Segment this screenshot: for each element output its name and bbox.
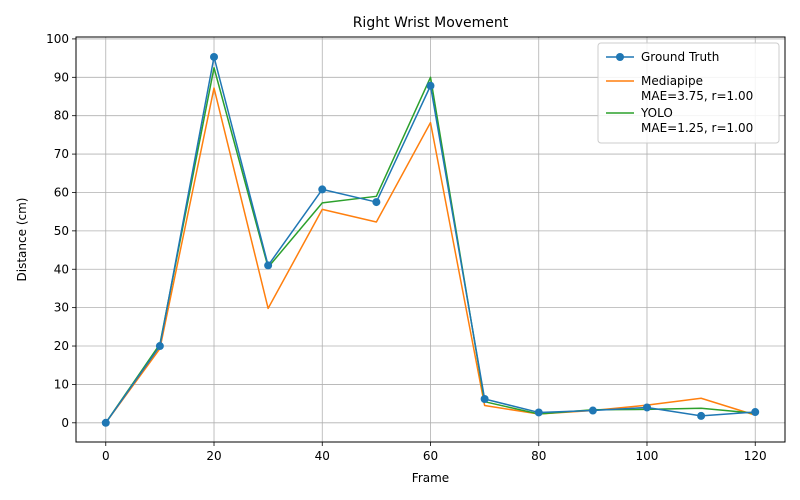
data-point-ground-truth <box>480 395 489 404</box>
y-tick-label: 100 <box>46 32 69 46</box>
y-tick-label: 90 <box>54 70 69 84</box>
x-tick-label: 20 <box>206 449 221 463</box>
x-tick-label: 100 <box>636 449 659 463</box>
y-tick-label: 80 <box>54 109 69 123</box>
x-axis-label: Frame <box>412 471 449 485</box>
legend-label-ground-truth: Ground Truth <box>641 50 719 64</box>
data-point-ground-truth <box>264 261 273 270</box>
plot-frame <box>75 36 786 443</box>
y-axis-label: Distance (cm) <box>15 198 29 282</box>
legend-box <box>597 42 780 144</box>
y-tick-label: 20 <box>54 339 69 353</box>
legend-metrics-yolo: MAE=1.25, r=1.00 <box>641 121 753 135</box>
x-tick-label: 40 <box>315 449 330 463</box>
legend-marker-ground-truth <box>616 53 624 61</box>
data-point-ground-truth <box>534 408 543 417</box>
x-tick-label: 120 <box>744 449 767 463</box>
y-tick-label: 30 <box>54 301 69 315</box>
chart-title: Right Wrist Movement <box>353 15 509 31</box>
data-point-ground-truth <box>210 52 219 61</box>
data-point-ground-truth <box>642 403 651 412</box>
axis-ticks: 0 20 40 60 80 100 120 0 10 20 30 40 50 60 70 80 90 100 <box>46 32 767 463</box>
legend-label-yolo: YOLO <box>640 106 673 120</box>
y-tick-label: 10 <box>54 377 69 391</box>
x-tick-label: 80 <box>531 449 546 463</box>
data-point-ground-truth <box>697 411 706 420</box>
series-ground-truth <box>101 52 760 427</box>
x-tick-label: 0 <box>102 449 110 463</box>
data-point-ground-truth <box>372 198 381 207</box>
data-point-ground-truth <box>318 185 327 194</box>
x-tick-label: 60 <box>423 449 438 463</box>
data-point-ground-truth <box>426 81 435 90</box>
y-tick-label: 0 <box>61 416 69 430</box>
data-point-ground-truth <box>588 406 597 415</box>
data-point-ground-truth <box>155 342 164 351</box>
legend-metrics-mediapipe: MAE=3.75, r=1.00 <box>641 89 753 103</box>
y-tick-label: 70 <box>54 147 69 161</box>
data-point-ground-truth <box>751 408 760 417</box>
y-tick-label: 40 <box>54 262 69 276</box>
series-layer <box>101 52 760 427</box>
legend-label-mediapipe: Mediapipe <box>641 74 703 88</box>
y-tick-label: 50 <box>54 224 69 238</box>
y-tick-label: 60 <box>54 185 69 199</box>
data-point-ground-truth <box>101 418 110 427</box>
